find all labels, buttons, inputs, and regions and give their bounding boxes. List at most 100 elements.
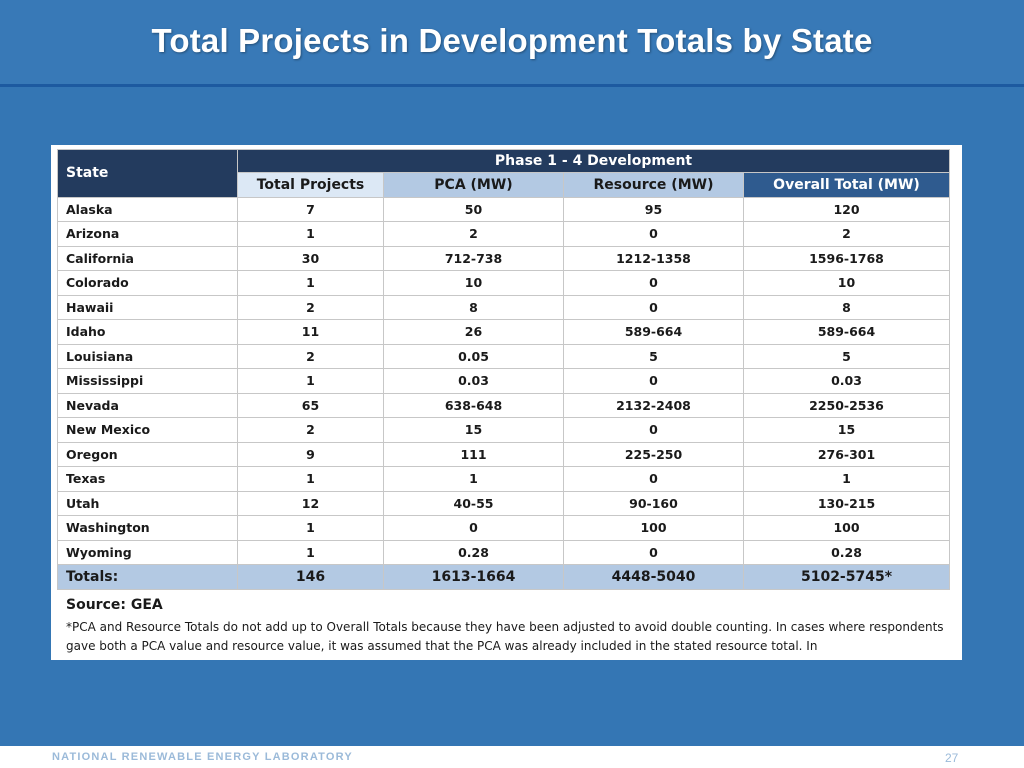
state-cell: Louisiana: [57, 343, 238, 369]
table-panel: State Phase 1 - 4 Development Total Proj…: [51, 145, 962, 660]
totals-cell: 5102-5745*: [743, 564, 950, 590]
value-cell: 0.03: [383, 368, 564, 394]
header-state: State: [57, 149, 238, 198]
value-cell: 15: [743, 417, 950, 443]
slide-title: Total Projects in Development Totals by …: [151, 22, 873, 59]
value-cell: 90-160: [563, 490, 744, 516]
state-cell: Mississippi: [57, 368, 238, 394]
state-cell: Nevada: [57, 392, 238, 418]
table-row: Idaho 11 26 589-664 589-664: [57, 319, 950, 345]
state-cell: Utah: [57, 490, 238, 516]
table-row: Mississippi 1 0.03 0 0.03: [57, 368, 950, 394]
state-cell: Hawaii: [57, 294, 238, 320]
table-row: Hawaii 2 8 0 8: [57, 294, 950, 320]
value-cell: 2: [383, 221, 564, 247]
totals-cell: 1613-1664: [383, 564, 564, 590]
value-cell: 0: [563, 417, 744, 443]
value-cell: 100: [563, 515, 744, 541]
table-row: Colorado 1 10 0 10: [57, 270, 950, 296]
state-cell: California: [57, 245, 238, 271]
state-cell: Alaska: [57, 196, 238, 222]
value-cell: 100: [743, 515, 950, 541]
value-cell: 2: [237, 417, 384, 443]
value-cell: 1: [383, 466, 564, 492]
table-row: Alaska 7 50 95 120: [57, 196, 950, 222]
table-row: Utah 12 40-55 90-160 130-215: [57, 490, 950, 516]
source-label: Source: GEA: [66, 597, 163, 613]
value-cell: 589-664: [743, 319, 950, 345]
value-cell: 1: [237, 270, 384, 296]
value-cell: 26: [383, 319, 564, 345]
value-cell: 1: [237, 221, 384, 247]
value-cell: 130-215: [743, 490, 950, 516]
value-cell: 5: [563, 343, 744, 369]
value-cell: 0: [563, 368, 744, 394]
value-cell: 50: [383, 196, 564, 222]
page-number: 27: [945, 751, 959, 765]
value-cell: 12: [237, 490, 384, 516]
table-row: California 30 712-738 1212-1358 1596-1768: [57, 245, 950, 271]
value-cell: 1: [237, 539, 384, 565]
header-phase-group: Phase 1 - 4 Development: [237, 149, 950, 173]
table-row: Louisiana 2 0.05 5 5: [57, 343, 950, 369]
value-cell: 8: [383, 294, 564, 320]
value-cell: 8: [743, 294, 950, 320]
state-cell: Wyoming: [57, 539, 238, 565]
header-resource: Resource (MW): [563, 172, 744, 198]
table-row: Arizona 1 2 0 2: [57, 221, 950, 247]
value-cell: 15: [383, 417, 564, 443]
totals-label: Totals:: [57, 564, 238, 590]
header-total-projects: Total Projects: [237, 172, 384, 198]
value-cell: 638-648: [383, 392, 564, 418]
totals-row: Totals: 146 1613-1664 4448-5040 5102-5745*: [57, 564, 950, 590]
value-cell: 2250-2536: [743, 392, 950, 418]
state-cell: Texas: [57, 466, 238, 492]
footer-bar: [0, 746, 1024, 768]
value-cell: 0: [563, 539, 744, 565]
state-cell: Idaho: [57, 319, 238, 345]
table-row: Washington 1 0 100 100: [57, 515, 950, 541]
totals-cell: 4448-5040: [563, 564, 744, 590]
value-cell: 225-250: [563, 441, 744, 467]
development-table: State Phase 1 - 4 Development Total Proj…: [57, 149, 950, 590]
state-cell: Colorado: [57, 270, 238, 296]
totals-cell: 146: [237, 564, 384, 590]
value-cell: 65: [237, 392, 384, 418]
table-row: Nevada 65 638-648 2132-2408 2250-2536: [57, 392, 950, 418]
value-cell: 0.28: [383, 539, 564, 565]
value-cell: 0: [563, 466, 744, 492]
value-cell: 276-301: [743, 441, 950, 467]
table-row: Wyoming 1 0.28 0 0.28: [57, 539, 950, 565]
value-cell: 11: [237, 319, 384, 345]
value-cell: 1: [237, 368, 384, 394]
value-cell: 2: [743, 221, 950, 247]
value-cell: 2: [237, 343, 384, 369]
state-cell: Arizona: [57, 221, 238, 247]
value-cell: 0: [563, 270, 744, 296]
value-cell: 712-738: [383, 245, 564, 271]
value-cell: 5: [743, 343, 950, 369]
value-cell: 1: [743, 466, 950, 492]
value-cell: 2132-2408: [563, 392, 744, 418]
value-cell: 95: [563, 196, 744, 222]
value-cell: 589-664: [563, 319, 744, 345]
table-row: Oregon 9 111 225-250 276-301: [57, 441, 950, 467]
state-cell: Washington: [57, 515, 238, 541]
title-divider: [0, 84, 1024, 87]
value-cell: 10: [743, 270, 950, 296]
title-bar: [0, 0, 1024, 86]
value-cell: 40-55: [383, 490, 564, 516]
value-cell: 0: [383, 515, 564, 541]
state-cell: New Mexico: [57, 417, 238, 443]
value-cell: 2: [237, 294, 384, 320]
value-cell: 0.28: [743, 539, 950, 565]
value-cell: 120: [743, 196, 950, 222]
value-cell: 9: [237, 441, 384, 467]
header-pca: PCA (MW): [383, 172, 564, 198]
table-body: Alaska 7 50 95 120 Arizona 1 2 0 2 California 30 712…: [57, 196, 950, 590]
value-cell: 1596-1768: [743, 245, 950, 271]
value-cell: 0.03: [743, 368, 950, 394]
value-cell: 10: [383, 270, 564, 296]
value-cell: 30: [237, 245, 384, 271]
value-cell: 1212-1358: [563, 245, 744, 271]
